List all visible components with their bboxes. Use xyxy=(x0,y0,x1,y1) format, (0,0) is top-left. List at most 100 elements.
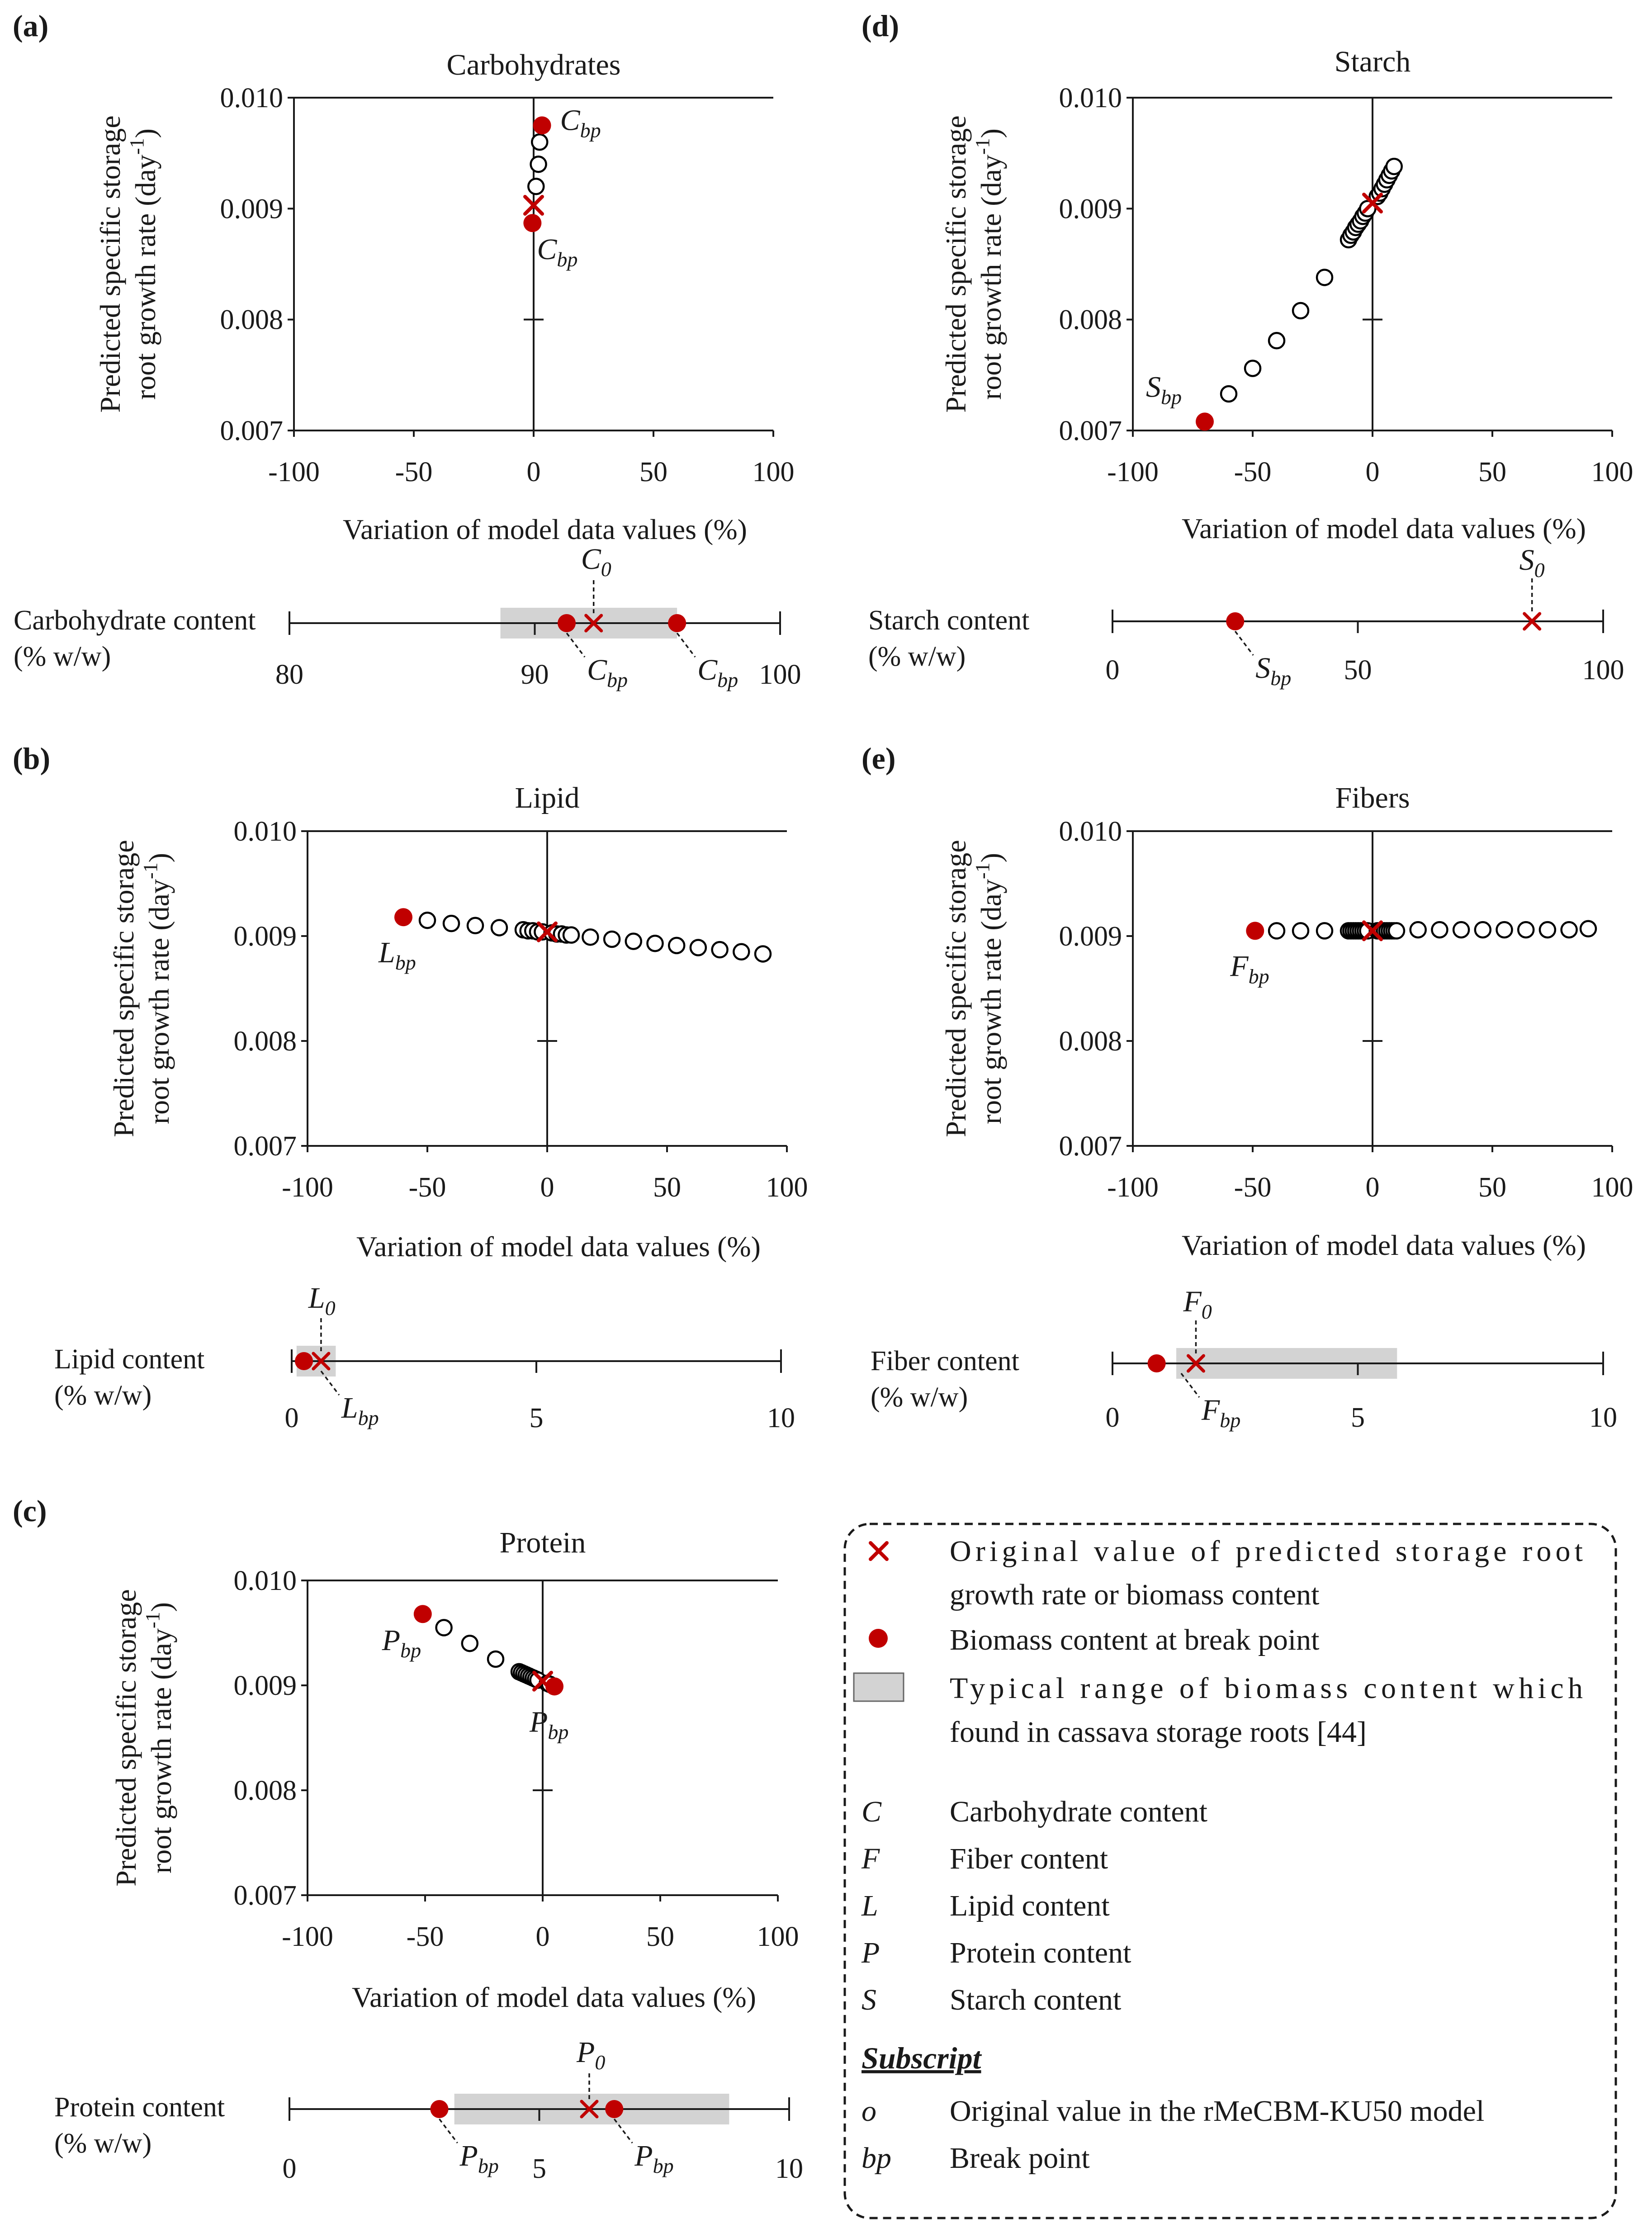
data-point-open xyxy=(1316,269,1334,286)
content-original-stroke2 xyxy=(1186,1354,1205,1373)
x-axis-label: Variation of model data values (%) xyxy=(1182,512,1586,544)
legend-symbols: C Carbohydrate content F Fiber content L Lipi… xyxy=(861,1795,1207,2016)
data-point-open xyxy=(689,939,707,956)
content-breakpoint-label: Cbp xyxy=(587,653,628,691)
content-tick-label: 5 xyxy=(530,1403,544,1433)
y-tick-label: 0.010 xyxy=(220,83,284,114)
x-tick-label: -100 xyxy=(282,1172,333,1203)
content-tick-label: 5 xyxy=(1351,1402,1365,1433)
chart-title: Fibers xyxy=(1335,781,1410,814)
data-point-breakpoint xyxy=(1196,412,1214,431)
data-point-breakpoint xyxy=(394,908,412,927)
panel-letter: (a) xyxy=(13,9,48,43)
panel-letter: (c) xyxy=(13,1494,47,1528)
data-point-open xyxy=(530,155,547,173)
legend-entry-1-line1: Biomass content at break point xyxy=(950,1623,1320,1656)
content-original xyxy=(580,2100,599,2119)
y-tick-label: 0.009 xyxy=(234,921,297,952)
x-axis-label: Variation of model data values (%) xyxy=(1182,1229,1586,1261)
y-tick-label: 0.008 xyxy=(1059,305,1122,336)
content-original-stroke2 xyxy=(312,1352,331,1371)
legend-symbol: F xyxy=(861,1842,880,1875)
panel-d: (d) Starch 0.010 0.009 0.008 0.007 -100 -50 0 50 1… xyxy=(862,9,1633,690)
breakpoint-label: Sbp xyxy=(1146,370,1182,408)
chart-title: Lipid xyxy=(515,781,580,814)
content-tick-label: 100 xyxy=(759,659,801,690)
data-point-open xyxy=(418,911,436,929)
content-original-label: F0 xyxy=(1183,1285,1212,1323)
content-breakpoint-label: Fbp xyxy=(1201,1394,1240,1432)
content-axis: 0 50 100 Starch content (% w/w) S0 Sbp xyxy=(868,544,1624,690)
data-point-breakpoint xyxy=(523,214,542,232)
content-original-label: S0 xyxy=(1519,544,1545,582)
legend-marker-dot xyxy=(869,1629,888,1648)
y-tick-label: 0.010 xyxy=(234,816,297,847)
breakpoint-label: Cbp xyxy=(537,233,577,271)
data-point-open xyxy=(442,914,460,932)
content-original-stroke2 xyxy=(1523,612,1542,631)
breakpoint-label: Pbp xyxy=(529,1705,568,1743)
data-point-open xyxy=(1385,157,1403,175)
content-tick-label: 0 xyxy=(285,1403,299,1433)
content-breakpoint xyxy=(605,2100,624,2118)
data-point-original xyxy=(532,1670,553,1692)
x-axis-label: Variation of model data values (%) xyxy=(356,1230,761,1263)
legend-border xyxy=(843,1523,1617,2219)
content-axis: 80 90 100 Carbohydrate content (% w/w) C0 Cbp C… xyxy=(14,543,801,691)
legend-subscript-symbol: o xyxy=(862,2095,876,2128)
data-point-open xyxy=(1474,921,1492,939)
data-point-open xyxy=(1292,302,1310,320)
x-tick-label: 100 xyxy=(766,1172,808,1203)
legend-symbol-text: Carbohydrate content xyxy=(950,1795,1207,1828)
data-point-open xyxy=(490,919,508,937)
data-point-open xyxy=(1244,360,1262,377)
content-breakpoint-leader xyxy=(566,632,586,658)
breakpoint-label: Pbp xyxy=(382,1624,421,1662)
x-tick-label: 0 xyxy=(1366,457,1380,487)
y-tick-label: 0.007 xyxy=(1059,1131,1122,1162)
y-tick-label: 0.007 xyxy=(234,1880,297,1911)
content-tick-label: 100 xyxy=(1582,655,1624,686)
y-axis-label: Predicted specific storage root growth ra… xyxy=(940,840,1007,1137)
legend-entry-0-line2: growth rate or biomass content xyxy=(950,1578,1319,1611)
x-tick-label: -100 xyxy=(268,457,320,487)
data-point-open xyxy=(527,178,545,195)
x-tick-label: 50 xyxy=(1478,1172,1506,1203)
legend-marker-x xyxy=(869,1541,889,1561)
y-tick-label: 0.008 xyxy=(234,1026,297,1057)
data-point-open xyxy=(754,945,772,963)
data-point-open xyxy=(625,932,643,950)
y-tick-label: 0.007 xyxy=(234,1131,297,1162)
data-point-original xyxy=(1362,193,1383,214)
legend-symbol-text: Starch content xyxy=(950,1983,1121,2016)
data-point-open xyxy=(487,1650,505,1668)
content-tick-label: 90 xyxy=(521,659,549,690)
content-units: (% w/w) xyxy=(14,641,111,672)
content-original xyxy=(584,614,603,633)
data-point-open xyxy=(1579,920,1597,938)
y-tick-label: 0.010 xyxy=(1059,816,1122,847)
y-tick-label: 0.009 xyxy=(234,1670,297,1701)
y-tick-label: 0.008 xyxy=(1059,1026,1122,1057)
x-tick-label: 50 xyxy=(639,457,667,487)
content-breakpoint xyxy=(1147,1354,1166,1372)
content-original-stroke2 xyxy=(580,2100,599,2119)
y-axis-label: Predicted specific storage root growth ra… xyxy=(94,115,161,413)
data-point-open xyxy=(466,917,484,935)
content-label: Carbohydrate content xyxy=(14,605,256,636)
content-axis: 0 5 10 Lipid content (% w/w) L0 Lbp xyxy=(54,1282,795,1433)
content-breakpoint-leader xyxy=(320,1370,340,1396)
data-point-open xyxy=(461,1634,479,1652)
legend-symbol-text: Lipid content xyxy=(950,1889,1110,1922)
content-original-label: P0 xyxy=(576,2036,605,2074)
content-tick-label: 10 xyxy=(775,2153,803,2184)
content-breakpoint-label: Lbp xyxy=(341,1391,379,1429)
x-tick-label: -50 xyxy=(1234,457,1272,487)
breakpoint-label: Lbp xyxy=(378,936,416,974)
data-point-original xyxy=(537,921,558,942)
content-breakpoint-leader xyxy=(439,2118,458,2144)
data-point-open xyxy=(1560,921,1578,939)
x-tick-label: 0 xyxy=(1366,1172,1380,1203)
content-label: Protein content xyxy=(54,2092,225,2123)
